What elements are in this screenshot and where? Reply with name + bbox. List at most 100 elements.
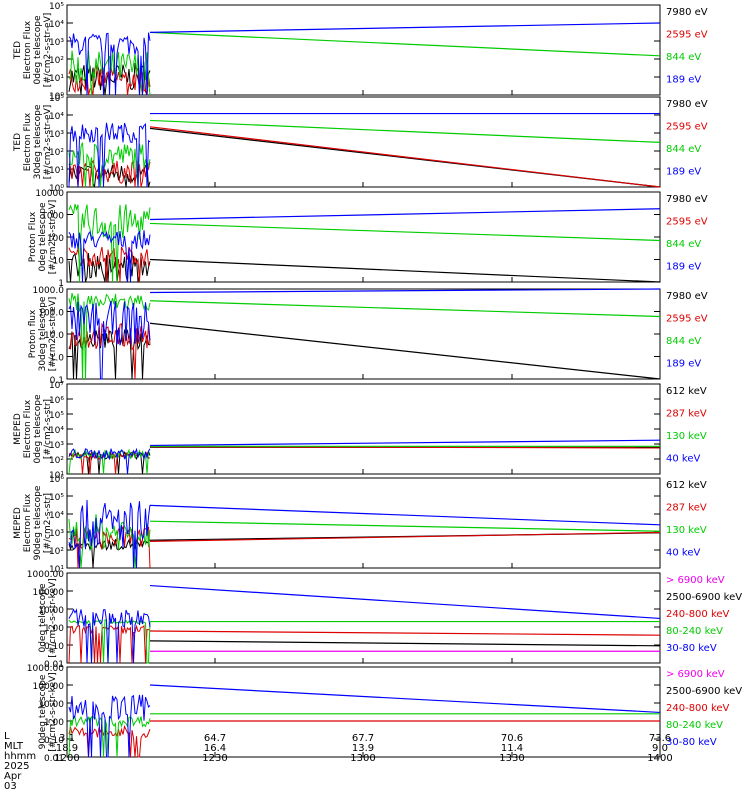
series-trend-4-1 [149,446,661,449]
series-noise-7-2 [68,724,151,758]
y-tick-label-4-4: 10⁵ [49,411,64,421]
legend-entry-2-3: 189 eV [666,262,701,273]
y-tick-label-4-2: 10³ [49,441,64,451]
y-tick-label-7-4: 100.00 [33,682,65,692]
series-noise-0-2 [68,50,151,96]
y-axis-label-1-0: TED [13,133,23,152]
y-axis-label-7-0: 90deg telescope [38,674,48,749]
series-trend-3-2 [149,300,661,318]
y-axis-label-0-1: Electron Flux [23,20,33,79]
y-tick-label-3-1: 1.0 [50,354,65,364]
x-label-l-2: 67.7 [352,733,374,744]
y-axis-label-7-1: [#/cm2-s-str-keV] [48,672,58,751]
legend-entry-6-1: 2500-6900 keV [666,592,742,603]
series-noise-4-3 [68,447,151,475]
y-axis-label-3-2: [#/cm2-s-str-eV] [48,297,58,372]
series-noise-1-3 [68,122,151,188]
series-trend-5-3 [149,504,661,526]
y-tick-label-4-6: 10⁷ [49,381,64,391]
legend-entry-5-3: 40 keV [666,548,700,559]
series-trend-5-1 [149,531,661,543]
series-noise-3-2 [68,292,151,380]
legend-entry-3-1: 2595 eV [666,314,708,325]
y-tick-label-0-0: 10⁰ [49,92,64,102]
y-axis-label-4-2: 0deg telescope [33,394,43,464]
series-noise-2-1 [68,246,151,283]
y-tick-label-4-1: 10² [49,456,64,466]
series-trend-7-4 [149,684,661,714]
y-tick-label-5-5: 10⁶ [49,475,64,485]
series-trend-2-2 [149,222,661,242]
legend-entry-1-0: 7980 eV [666,99,708,110]
y-tick-label-6-3: 10.00 [38,606,64,616]
legend-entry-2-0: 7980 eV [666,194,708,205]
y-tick-label-0-3: 10³ [49,38,64,48]
y-axis-label-4-1: Electron Flux [23,399,33,458]
y-tick-label-1-4: 10⁴ [49,112,64,122]
x-label-hhmm-2: 1300 [350,753,375,764]
row-label-mlt: MLT [4,741,23,752]
legend-entry-1-3: 189 eV [666,167,701,178]
series-trend-3-3 [149,288,661,294]
y-tick-label-1-5: 10⁵ [49,94,64,104]
x-label-mlt-1: 16.4 [204,743,226,754]
y-tick-label-1-0: 10⁰ [49,184,64,194]
legend-entry-0-1: 2595 eV [666,30,708,41]
series-noise-3-3 [68,300,151,380]
legend-entry-6-0: > 6900 keV [666,575,725,586]
y-axis-label-1-3: [#/cm2-s-str-eV] [43,105,53,180]
x-label-hhmm-1: 1230 [202,753,227,764]
y-axis-label-1-1: Electron Flux [23,112,33,171]
series-noise-1-1 [68,159,151,188]
y-axis-label-0-2: 0deg telescope [33,15,43,85]
series-trend-6-2 [149,630,661,636]
x-label-hhmm-3: 1330 [499,753,524,764]
series-noise-1-2 [68,142,151,188]
plot-date: 2025 Apr 03 [4,761,30,792]
y-axis-label-1-2: 30deg telescope [33,104,43,179]
y-axis-label-5-1: Electron Flux [23,493,33,552]
y-tick-label-5-4: 10⁵ [49,493,64,503]
legend-entry-3-2: 844 eV [666,336,701,347]
y-axis-label-4-3: [#/cm2-s-str] [43,399,53,459]
y-tick-label-6-4: 100.00 [33,588,65,598]
y-tick-label-0-2: 10² [49,56,64,66]
panel-frame-4 [66,383,661,475]
series-trend-1-2 [149,119,661,144]
x-label-hhmm-0: 1200 [54,753,79,764]
x-label-mlt-4: 9.0 [652,743,668,754]
x-label-l-3: 70.6 [501,733,523,744]
y-tick-label-5-1: 10² [49,547,64,557]
series-noise-5-2 [68,514,151,569]
series-noise-1-0 [68,163,151,188]
y-axis-label-6-0: 0deg telescope [38,583,48,653]
y-tick-label-1-3: 10³ [49,130,64,140]
series-noise-3-1 [68,322,151,380]
y-tick-label-4-5: 10⁶ [49,396,64,406]
y-axis-label-5-0: MEPED [13,507,23,539]
legend-entry-0-0: 7980 eV [666,7,708,18]
legend-entry-6-4: 30-80 keV [666,643,717,654]
legend-entry-4-1: 287 keV [666,409,707,420]
y-tick-label-6-2: 1.00 [44,624,64,634]
y-tick-label-7-3: 10.00 [38,700,64,710]
y-tick-label-3-4: 1000.0 [33,286,65,296]
y-tick-label-7-5: 1000.00 [27,664,64,674]
legend-entry-7-1: 2500-6900 keV [666,686,742,697]
legend-entry-5-1: 287 keV [666,503,707,514]
legend-entry-6-3: 80-240 keV [666,626,723,637]
series-trend-0-2 [149,31,661,57]
series-noise-7-4 [68,694,151,758]
y-tick-label-3-0: 0.1 [50,376,64,386]
series-trend-1-1 [149,126,661,188]
series-noise-4-2 [68,448,151,475]
y-tick-label-1-1: 10¹ [49,166,64,176]
series-noise-2-3 [68,230,151,283]
y-tick-label-2-0: 1 [58,279,64,289]
y-axis-label-5-3: [#/cm2-s-str] [43,493,53,553]
panel-frame-0 [66,4,661,96]
series-trend-0-3 [149,22,661,34]
y-tick-label-2-2: 100 [47,234,64,244]
legend-entry-7-3: 80-240 keV [666,720,723,731]
